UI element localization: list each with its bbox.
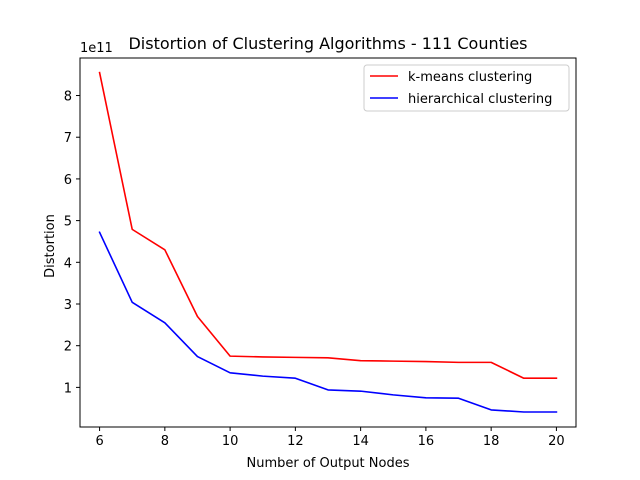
series-line-hierarchical	[98, 231, 558, 413]
x-tick-label: 20	[548, 434, 565, 449]
y-tick-label: 2	[64, 340, 72, 355]
chart-title: Distortion of Clustering Algorithms - 11…	[128, 34, 527, 53]
y-tick-label: 3	[64, 298, 72, 313]
axes-frame	[79, 57, 577, 428]
y-tick-label: 5	[64, 215, 72, 230]
x-tick-label: 16	[418, 434, 435, 449]
series-line-kmeans	[98, 71, 558, 380]
x-tick-label: 6	[95, 434, 103, 449]
x-tick-label: 14	[352, 434, 369, 449]
y-offset-label: 1e11	[80, 41, 113, 56]
x-axis-label: Number of Output Nodes	[246, 456, 409, 471]
legend-box	[363, 64, 570, 112]
x-tick-label: 12	[287, 434, 304, 449]
x-tick-label: 18	[483, 434, 500, 449]
y-tick-label: 1	[64, 381, 72, 396]
legend-label-kmeans: k-means clustering	[408, 70, 532, 85]
y-tick-label: 7	[64, 131, 72, 146]
y-tick-label: 8	[64, 90, 72, 105]
y-tick-label: 6	[64, 173, 72, 188]
x-tick-label: 10	[222, 434, 239, 449]
y-tick-label: 4	[64, 256, 72, 271]
legend-label-hierarchical: hierarchical clustering	[408, 92, 552, 107]
x-tick-label: 8	[161, 434, 169, 449]
y-axis-label: Distortion	[43, 214, 58, 278]
legend: k-means clustering hierarchical clusterin…	[363, 64, 570, 112]
